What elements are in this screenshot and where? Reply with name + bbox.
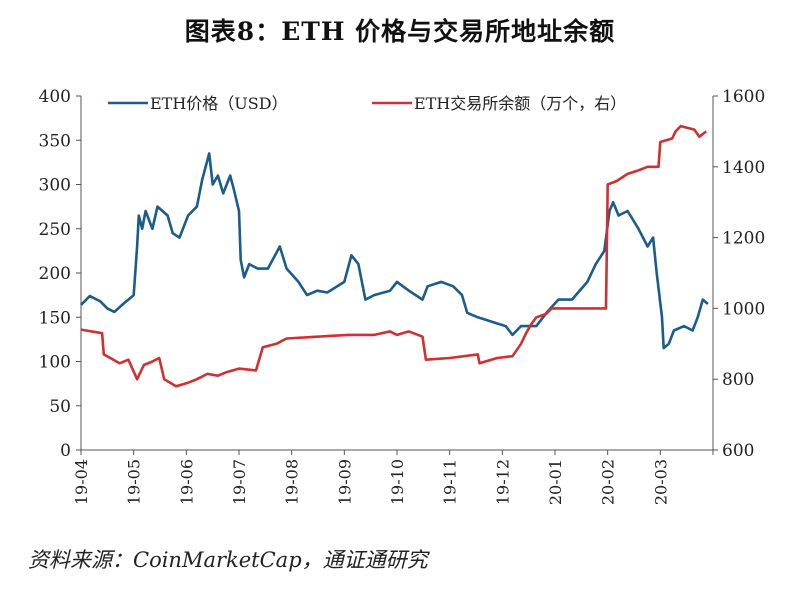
right-tick-label: 1000 (722, 299, 765, 319)
series-line-balance (80, 124, 707, 388)
right-tick-label: 1400 (722, 158, 765, 178)
x-tick-label: 19-09 (335, 459, 354, 505)
left-tick-label: 50 (49, 397, 71, 417)
left-tick-label: 400 (39, 87, 71, 107)
x-tick-label: 19-10 (388, 459, 407, 505)
left-tick-label: 200 (39, 264, 71, 284)
left-tick-label: 250 (39, 220, 71, 240)
chart-title: 图表8：ETH 价格与交易所地址余额 (184, 17, 616, 46)
right-tick-label: 1200 (722, 229, 765, 249)
x-tick-label: 19-07 (230, 459, 249, 505)
x-tick-label: 19-08 (283, 459, 302, 505)
x-tick-label: 19-06 (177, 459, 196, 505)
right-tick-label: 600 (722, 441, 754, 461)
source-note: 资料来源：CoinMarketCap，通证通研究 (28, 548, 428, 572)
x-tick-label: 20-01 (546, 459, 565, 505)
x-tick-label: 19-04 (72, 459, 91, 505)
series-line-price (80, 152, 709, 350)
left-tick-label: 300 (39, 176, 71, 196)
right-tick-label: 1600 (722, 87, 765, 107)
x-tick-label: 19-12 (493, 459, 512, 505)
right-tick-label: 800 (722, 370, 754, 390)
x-tick-label: 20-03 (651, 459, 670, 505)
left-tick-label: 100 (39, 353, 71, 373)
left-tick-label: 150 (39, 308, 71, 328)
x-tick-label: 19-05 (125, 459, 144, 505)
left-tick-label: 0 (60, 441, 71, 461)
legend-label: ETH价格（USD） (150, 94, 288, 113)
left-tick-label: 350 (39, 131, 71, 151)
legend-label: ETH交易所余额（万个，右） (414, 94, 626, 113)
x-tick-label: 20-02 (599, 459, 618, 505)
x-tick-label: 19-11 (441, 459, 460, 505)
